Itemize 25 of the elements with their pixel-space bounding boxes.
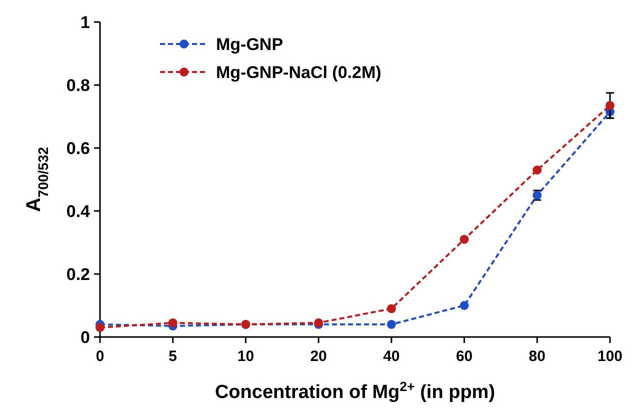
x-tick-label: 100 <box>597 348 623 365</box>
x-tick-label: 0 <box>96 348 104 365</box>
point <box>386 320 396 329</box>
y-tick-label: 1 <box>80 12 90 32</box>
point <box>460 234 469 244</box>
y-tick-label: 0.6 <box>66 138 90 158</box>
y-tick-label: 0 <box>80 328 90 347</box>
point <box>606 100 614 110</box>
x-tick-label: 40 <box>383 348 400 365</box>
point <box>96 323 104 332</box>
x-axis-title: Concentration of Mg$^{2+}$ (in ppm) <box>214 378 496 403</box>
x-tick-label: 20 <box>310 348 327 365</box>
point <box>532 166 542 175</box>
legend-label: Mg-GNP-NaCl (0.2M) <box>216 62 382 82</box>
y-tick-label: 0.8 <box>66 76 90 95</box>
x-tick-label: 10 <box>237 348 254 365</box>
legend-label: Mg-GNP <box>216 34 284 54</box>
x-tick-label: 60 <box>456 348 473 365</box>
point <box>168 318 178 328</box>
y-tick-label: 0.2 <box>66 264 90 284</box>
y-tick-label: 0.4 <box>66 202 91 221</box>
x-tick-label: 5 <box>168 348 178 365</box>
point <box>386 304 396 314</box>
point <box>460 301 469 310</box>
x-tick-label: 80 <box>528 348 546 365</box>
